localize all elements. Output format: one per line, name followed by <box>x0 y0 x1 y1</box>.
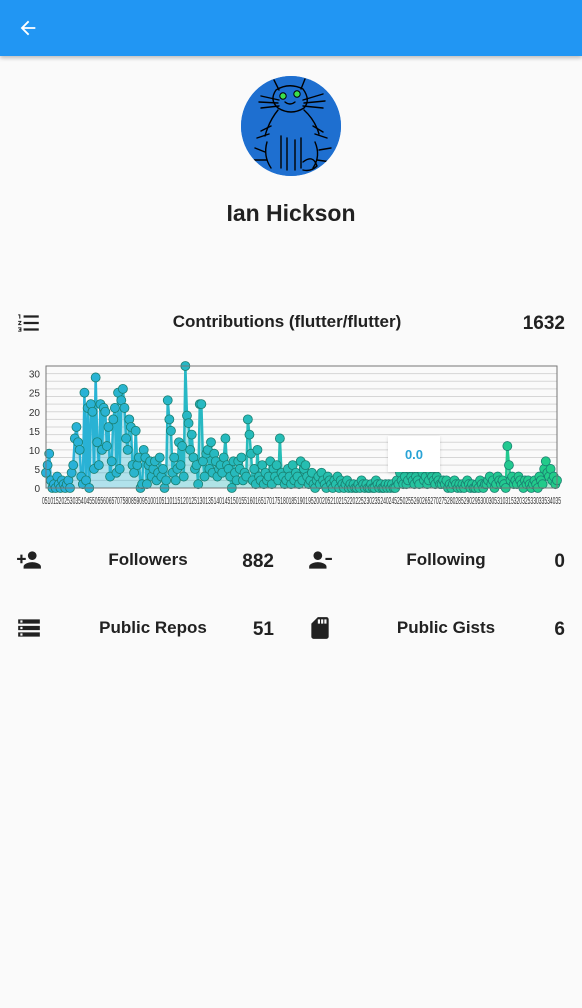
chart-point[interactable] <box>122 444 133 455</box>
back-button[interactable] <box>12 12 44 44</box>
contributions-chart: 0 5 10 15 20 25 30 051015202530354045505560657… <box>18 360 568 510</box>
chart-point[interactable] <box>71 422 82 432</box>
chart-point[interactable] <box>79 387 90 398</box>
chart-point[interactable] <box>193 479 204 490</box>
chart-point[interactable] <box>154 452 165 463</box>
chart-point[interactable] <box>178 471 189 482</box>
chart-point[interactable] <box>249 464 260 474</box>
chart-point[interactable] <box>206 437 216 448</box>
chart-point[interactable] <box>183 418 194 429</box>
chart-point[interactable] <box>92 437 103 448</box>
chart-point[interactable] <box>196 399 207 410</box>
format-list-numbered-icon <box>18 314 39 332</box>
chart-point[interactable] <box>87 406 98 417</box>
chart-point[interactable] <box>108 414 119 425</box>
public-gists-label: Public Gists <box>396 618 496 637</box>
chart-y-tick-label: 10 <box>29 446 41 457</box>
cat-avatar-icon <box>241 76 341 176</box>
chart-point[interactable] <box>161 475 172 486</box>
followers-value: 882 <box>242 551 274 572</box>
following-label: Following <box>406 550 486 569</box>
chart-point[interactable] <box>186 429 197 440</box>
chart-point[interactable] <box>236 452 247 463</box>
chart-point[interactable] <box>74 444 85 455</box>
chart-point[interactable] <box>117 383 128 394</box>
chart-point[interactable] <box>142 479 152 490</box>
contributions-total: 1632 <box>522 313 565 334</box>
chart-point[interactable] <box>537 479 548 490</box>
followers-stat[interactable]: Followers 882 <box>0 546 291 576</box>
public-repos-label: Public Repos <box>99 618 207 637</box>
chart-point[interactable] <box>177 441 188 451</box>
arrow-back-icon <box>20 20 36 36</box>
person-add-icon <box>17 551 41 569</box>
public-repos-value: 51 <box>252 619 274 640</box>
chart-y-tick-label: 30 <box>29 370 41 381</box>
public-gists-value: 6 <box>554 619 565 640</box>
public-gists-stat[interactable]: Public Gists 6 <box>291 614 582 644</box>
chart-point[interactable] <box>540 456 551 467</box>
chart-point[interactable] <box>242 414 253 425</box>
chart-point[interactable] <box>103 422 114 432</box>
chart-x-tick-labels: 0510152025303540455055606570758085909510… <box>42 496 561 507</box>
sd-card-icon <box>311 617 329 639</box>
chart-tooltip: 0.0 <box>388 436 440 472</box>
storage-icon <box>18 619 40 637</box>
contributions-label: Contributions (flutter/flutter) <box>172 312 402 331</box>
chart-y-tick-label: 25 <box>29 389 41 400</box>
chart-y-tick-label: 5 <box>34 465 40 476</box>
following-stat[interactable]: Following 0 <box>291 546 582 576</box>
chart-frame <box>45 365 558 489</box>
chart-point[interactable] <box>220 433 231 444</box>
chart-point[interactable] <box>244 429 255 440</box>
chart-point[interactable] <box>90 372 101 383</box>
chart-point[interactable] <box>175 460 186 471</box>
followers-label: Followers <box>108 550 188 569</box>
chart-y-tick-label: 20 <box>29 408 41 419</box>
chart-point[interactable] <box>169 452 180 463</box>
public-repos-stat[interactable]: Public Repos 51 <box>0 614 291 644</box>
avatar <box>241 76 341 176</box>
chart-point[interactable] <box>170 475 181 486</box>
chart-point[interactable] <box>502 441 513 451</box>
chart-point[interactable] <box>274 433 285 444</box>
chart-point[interactable] <box>101 441 112 451</box>
chart-point[interactable] <box>121 433 131 444</box>
chart-point[interactable] <box>166 425 176 436</box>
chart-y-tick-label: 15 <box>29 427 41 438</box>
chart-point[interactable] <box>68 460 79 471</box>
chart-point[interactable] <box>300 460 311 471</box>
contributions-chart-svg: 0 5 10 15 20 25 30 051015202530354045505560657… <box>29 361 562 507</box>
chart-point[interactable] <box>158 464 168 474</box>
profile-name: Ian Hickson <box>226 200 356 226</box>
following-value: 0 <box>554 551 565 572</box>
chart-point[interactable] <box>93 460 104 471</box>
chart-y-tick-label: 0 <box>34 484 40 495</box>
chart-point[interactable] <box>271 460 282 471</box>
chart-point[interactable] <box>162 395 173 406</box>
chart-point[interactable] <box>100 406 111 417</box>
chart-point[interactable] <box>119 403 130 413</box>
chart-point[interactable] <box>109 403 120 413</box>
chart-point[interactable] <box>199 471 210 482</box>
chart-point[interactable] <box>114 464 125 474</box>
chart-point[interactable] <box>252 444 263 455</box>
person-remove-icon <box>309 551 332 569</box>
chart-point[interactable] <box>504 460 514 471</box>
chart-point[interactable] <box>42 460 53 471</box>
chart-point[interactable] <box>164 414 175 425</box>
chart-point[interactable] <box>106 456 117 467</box>
app-bar <box>0 0 582 56</box>
contributions-row: Contributions (flutter/flutter) 1632 <box>0 310 582 340</box>
chart-point[interactable] <box>44 448 55 459</box>
chart-point[interactable] <box>130 425 141 436</box>
chart-area <box>46 366 557 488</box>
